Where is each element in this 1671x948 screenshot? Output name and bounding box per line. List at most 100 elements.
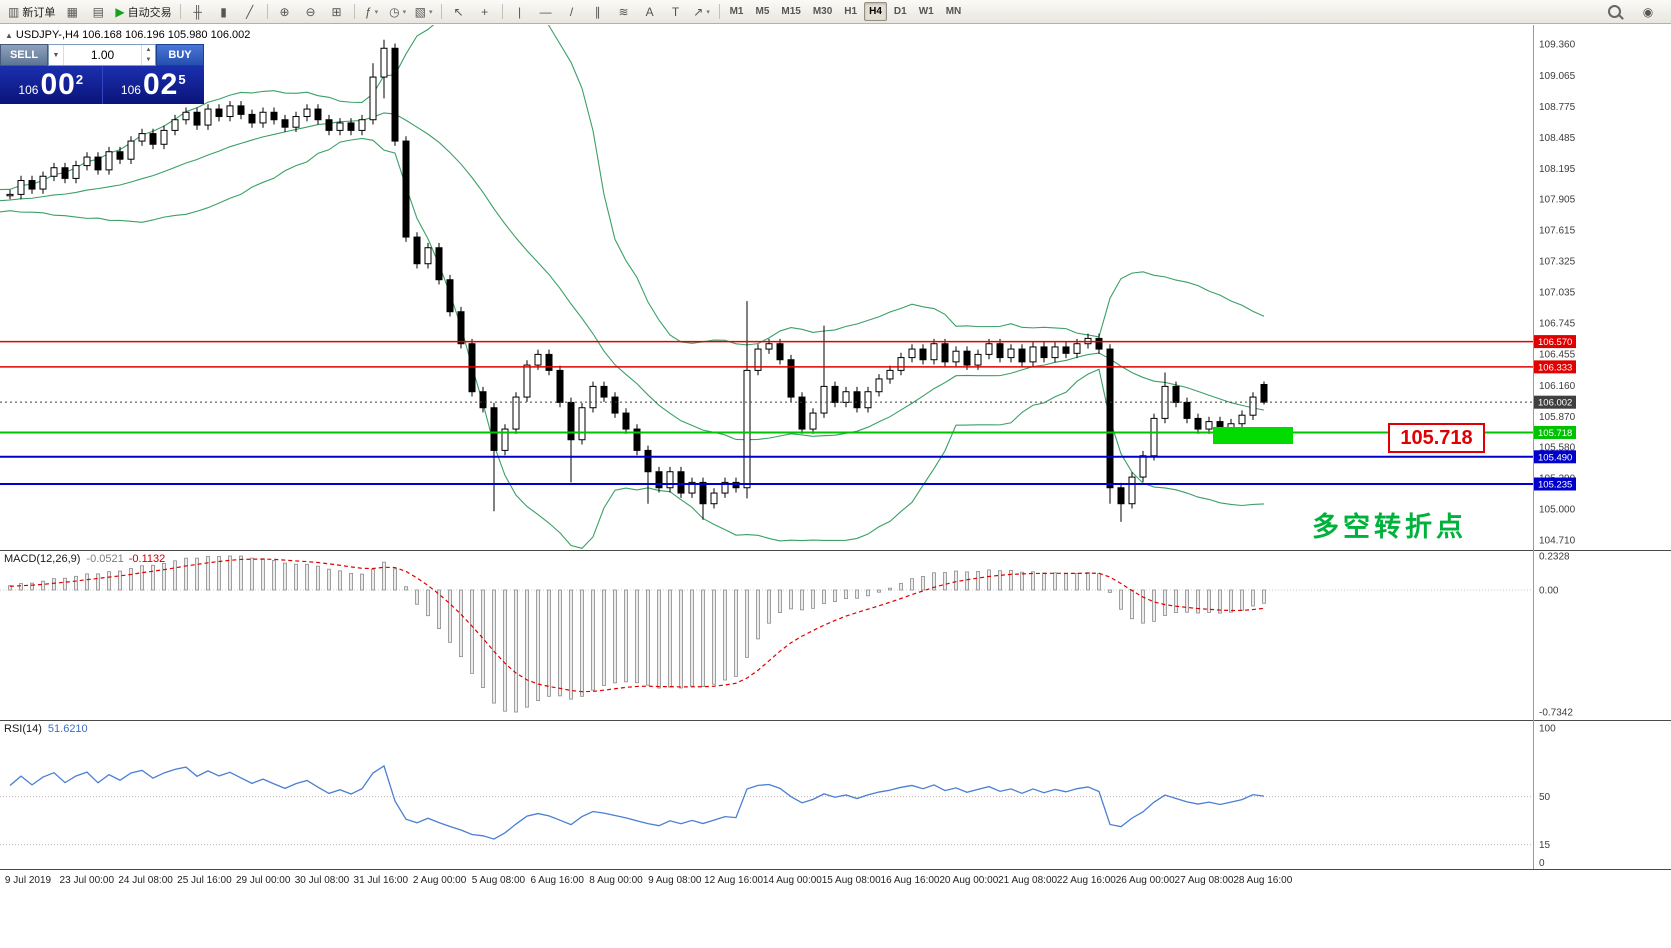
tile-windows-button[interactable]: ⊞ bbox=[324, 1, 350, 23]
new-order-button[interactable]: ▥ 新订单 bbox=[4, 1, 59, 23]
cursor-button[interactable]: ↖ bbox=[446, 1, 472, 23]
timeframe-button-d1[interactable]: D1 bbox=[893, 6, 907, 17]
chart-window-icon[interactable]: ▦ bbox=[59, 1, 85, 23]
collapse-panel-icon[interactable]: ▲ bbox=[5, 31, 13, 40]
new-order-button-label: 新订单 bbox=[22, 6, 56, 19]
volume-increase-icon[interactable]: ▲ bbox=[145, 47, 152, 53]
macd-signal-line bbox=[9, 558, 1265, 693]
timeframe-button-m15[interactable]: M15 bbox=[781, 6, 801, 17]
candle-body bbox=[270, 111, 278, 121]
sell-price-point: 2 bbox=[75, 71, 84, 87]
text-tool-button[interactable]: A bbox=[637, 1, 663, 23]
search-icon-button[interactable] bbox=[1601, 1, 1627, 23]
highlight-rectangle[interactable] bbox=[1213, 427, 1293, 444]
buy-button[interactable]: BUY bbox=[156, 44, 204, 66]
macd-bar bbox=[1020, 571, 1024, 591]
templates-button[interactable]: ▧ ▾ bbox=[411, 1, 437, 23]
macd-bar bbox=[888, 587, 892, 591]
sell-button[interactable]: SELL bbox=[0, 44, 48, 66]
time-axis-label: 2 Aug 00:00 bbox=[412, 875, 467, 886]
line-chart-icon: ╱ bbox=[245, 4, 254, 19]
time-axis-label: 26 Aug 00:00 bbox=[1115, 875, 1175, 886]
candle-body bbox=[875, 378, 883, 393]
candle-body bbox=[776, 343, 784, 361]
macd-bar bbox=[954, 570, 958, 591]
hline-tool-button[interactable]: — bbox=[533, 1, 559, 23]
price-tag-text: 106.333 bbox=[1538, 362, 1572, 373]
volume-dropdown-icon[interactable]: ▼ bbox=[49, 45, 64, 65]
channel-tool-button[interactable]: ∥ bbox=[585, 1, 611, 23]
zoom-in-button[interactable]: ⊕ bbox=[272, 1, 298, 23]
candle-body bbox=[116, 151, 124, 160]
candle-body bbox=[996, 343, 1004, 359]
trendline-tool-button[interactable]: / bbox=[559, 1, 585, 23]
autotrading-button[interactable]: ▶ 自动交易 bbox=[111, 1, 175, 23]
candle-body bbox=[94, 156, 102, 171]
timeframe-button-mn[interactable]: MN bbox=[945, 6, 962, 17]
bars-chart-button[interactable]: ╫ bbox=[185, 1, 211, 23]
volume-value[interactable]: 1.00 bbox=[90, 48, 115, 62]
candle-body bbox=[1073, 343, 1081, 354]
macd-bar bbox=[283, 562, 287, 591]
volume-decrease-icon[interactable]: ▼ bbox=[145, 57, 152, 63]
periods-button[interactable]: ◷ ▾ bbox=[385, 1, 411, 23]
buy-price-point: 5 bbox=[178, 71, 186, 87]
bollinger-bands bbox=[0, 25, 1265, 549]
line-chart-button[interactable]: ╱ bbox=[237, 1, 263, 23]
timeframe-button-m5[interactable]: M5 bbox=[755, 6, 770, 17]
macd-bar bbox=[316, 565, 320, 591]
candle-body bbox=[105, 151, 113, 171]
rsi-scale-label: 50 bbox=[1539, 792, 1551, 803]
timeframe-button-m30[interactable]: M30 bbox=[812, 6, 833, 17]
profiles-icon[interactable]: ▤ bbox=[85, 1, 111, 23]
status-icon-button[interactable]: ◉ bbox=[1635, 1, 1661, 23]
candle-body bbox=[787, 359, 795, 398]
macd-histogram bbox=[0, 555, 1533, 713]
price-axis-label: 107.905 bbox=[1539, 195, 1576, 206]
arrows-tool-button[interactable]: ↗ ▾ bbox=[689, 1, 715, 23]
macd-signal-value: -0.1132 bbox=[128, 553, 166, 565]
buy-price[interactable]: 106 02 5 bbox=[103, 66, 205, 104]
price-axis-label: 108.485 bbox=[1539, 133, 1576, 144]
macd-bar bbox=[690, 589, 694, 687]
rsi-scale-label: 15 bbox=[1539, 840, 1551, 851]
candle-body bbox=[798, 396, 806, 430]
candlestick-chart-button[interactable]: ▮ bbox=[211, 1, 237, 23]
price-axis-label: 109.065 bbox=[1539, 71, 1576, 82]
timeframe-button-h1[interactable]: H1 bbox=[844, 6, 858, 17]
zoom-out-button[interactable]: ⊖ bbox=[298, 1, 324, 23]
fibonacci-tool-button[interactable]: ≋ bbox=[611, 1, 637, 23]
time-axis-label: 31 Jul 16:00 bbox=[353, 875, 409, 886]
candle-body bbox=[864, 391, 872, 409]
macd-bar bbox=[668, 589, 672, 688]
time-axis[interactable]: 9 Jul 2019 23 Jul 00:00 24 Jul 08:00 25 Jul… bbox=[0, 869, 1671, 895]
candle-body bbox=[666, 471, 674, 489]
crosshair-button[interactable]: + bbox=[472, 1, 498, 23]
macd-bar bbox=[1042, 572, 1046, 591]
candle-body bbox=[391, 47, 399, 142]
candle-body bbox=[1194, 417, 1202, 430]
crosshair-icon: + bbox=[481, 4, 489, 19]
buy-price-pips: 02 bbox=[142, 68, 179, 101]
macd-bar bbox=[1218, 589, 1222, 614]
timeframe-button-w1[interactable]: W1 bbox=[918, 6, 934, 17]
turning-point-annotation[interactable]: 多空转折点 bbox=[1312, 512, 1467, 542]
price-axis-label: 106.455 bbox=[1539, 349, 1576, 360]
timeframe-button-h4[interactable]: H4 bbox=[864, 2, 887, 21]
candle-body bbox=[655, 471, 663, 489]
timeframe-button-m1[interactable]: M1 bbox=[729, 6, 744, 17]
candle-body bbox=[248, 113, 256, 124]
sell-price[interactable]: 106 00 2 bbox=[0, 66, 103, 104]
time-axis-label: 27 Aug 08:00 bbox=[1174, 875, 1234, 886]
candle-body bbox=[721, 481, 729, 494]
candle-body bbox=[182, 111, 190, 121]
level-price-callout[interactable]: 105.718 bbox=[1388, 423, 1485, 453]
candle-body bbox=[534, 353, 542, 366]
volume-input[interactable]: ▼ 1.00 ▲ ▼ bbox=[48, 44, 156, 66]
indicators-button[interactable]: ƒ ▾ bbox=[359, 1, 385, 23]
macd-bar bbox=[151, 564, 155, 591]
label-tool-button[interactable]: T bbox=[663, 1, 689, 23]
time-axis-label: 20 Aug 00:00 bbox=[939, 875, 999, 886]
vline-tool-button[interactable]: | bbox=[507, 1, 533, 23]
